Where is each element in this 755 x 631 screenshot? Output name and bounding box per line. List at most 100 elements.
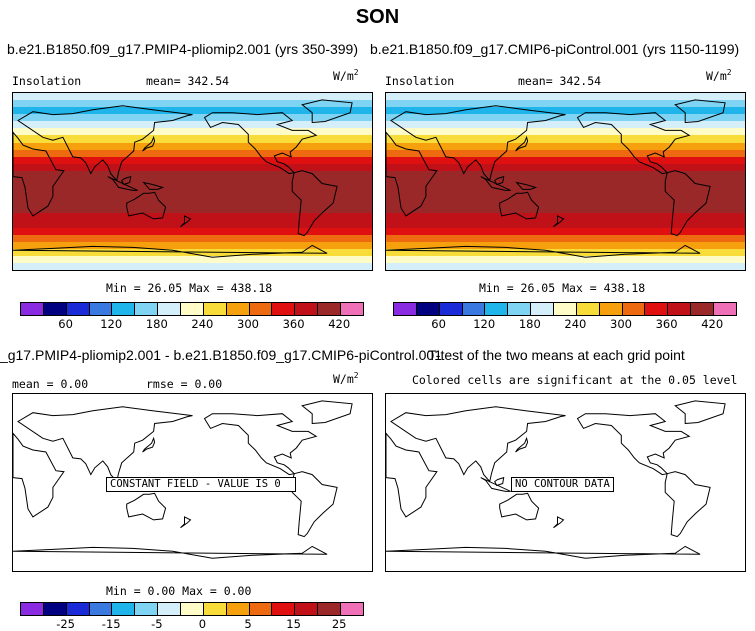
coastline-segment <box>515 436 529 453</box>
coastline-segment <box>121 175 132 186</box>
panel4-map <box>385 393 746 572</box>
colorbar-tick-label: 240 <box>191 317 214 331</box>
coastline-segment <box>203 112 318 175</box>
coastline-segment <box>480 477 511 492</box>
zonal-band <box>386 185 745 194</box>
panel4-title: T-test of the two means at each grid poi… <box>428 347 685 363</box>
colorbar-tick-label: 180 <box>518 317 541 331</box>
colorbar-cell <box>439 303 463 315</box>
colorbar-cell <box>89 603 113 615</box>
colorbar-cell <box>622 303 646 315</box>
zonal-band <box>13 107 372 116</box>
zonal-band <box>13 128 372 137</box>
coastline-segment <box>674 99 726 124</box>
colorbar-cell <box>272 603 296 615</box>
colorbar-cell <box>272 303 296 315</box>
coastline-segment <box>390 406 566 483</box>
colorbar-tick-label: -25 <box>56 617 75 631</box>
colorbar-tick-label: 0 <box>198 617 207 631</box>
coastline-segment <box>553 516 565 529</box>
colorbar-cell <box>135 603 159 615</box>
colorbar-cell <box>135 303 159 315</box>
coastline-segment <box>180 215 192 228</box>
colorbar-cell <box>43 303 67 315</box>
zonal-band <box>13 199 372 208</box>
coastline-segment <box>386 244 701 258</box>
colorbar-tick-label: 15 <box>286 617 301 631</box>
zonal-band <box>13 163 372 172</box>
colorbar-cell <box>89 303 113 315</box>
coastline-segment <box>386 131 438 217</box>
zonal-band <box>386 135 745 144</box>
colorbar-cell <box>66 303 90 315</box>
panel1-colorbar <box>20 302 364 316</box>
colorbar-tick-label: 60 <box>58 317 73 331</box>
zonal-band <box>386 149 745 158</box>
panel1-units: W/m2 <box>333 68 359 83</box>
zonal-band <box>13 206 372 215</box>
colorbar-cell <box>508 303 532 315</box>
coastline <box>13 99 353 258</box>
zonal-band <box>386 255 745 264</box>
zonal-band <box>386 199 745 208</box>
zonal-band <box>386 220 745 229</box>
panel1-title: b.e21.B1850.f09_g17.PMIP4-pliomip2.001 (… <box>7 41 358 57</box>
colorbar-cell <box>318 303 342 315</box>
coastline-segment <box>664 471 711 538</box>
panel2-title: b.e21.B1850.f09_g17.CMIP6-piControl.001 … <box>370 41 740 57</box>
panel3-title: b.e21.B1850.f09_g17.PMIP4-pliomip2.001 -… <box>0 347 442 363</box>
colorbar-tick-label: 25 <box>331 617 347 631</box>
colorbar-cell <box>295 603 319 615</box>
zonal-band <box>13 177 372 187</box>
zonal-band <box>386 192 745 201</box>
colorbar-cell <box>295 303 319 315</box>
zonal-band <box>13 100 372 109</box>
colorbar-cell <box>576 303 600 315</box>
zonal-band <box>386 128 745 137</box>
coastline-segment <box>301 400 353 425</box>
colorbar-cell <box>668 303 692 315</box>
colorbar-cell <box>249 603 273 615</box>
colorbar-cell <box>485 303 509 315</box>
panel2-minmax: Min = 26.05 Max = 438.18 <box>479 281 646 295</box>
colorbar-tick-label: 420 <box>328 317 351 331</box>
colorbar-tick-label: -5 <box>151 617 163 631</box>
zonal-band <box>386 241 745 250</box>
zonal-band <box>13 142 372 151</box>
panel3-constant-field-message: CONSTANT FIELD - VALUE IS 0 <box>106 477 296 492</box>
coastline-segment <box>291 170 338 237</box>
panel1-variable-label: Insolation <box>12 74 82 88</box>
colorbar-tick-label: 300 <box>237 317 259 331</box>
zonal-band <box>386 206 745 215</box>
coastline-segment <box>386 545 701 559</box>
colorbar-cell <box>181 603 204 615</box>
colorbar-tick-label: 120 <box>100 317 123 331</box>
coastline-segment <box>142 181 165 190</box>
coastline-segment <box>674 400 726 425</box>
coastline-segment <box>515 181 538 190</box>
panel2-units: W/m2 <box>706 68 732 83</box>
zonal-band <box>386 248 745 257</box>
colorbar-cell <box>341 303 363 315</box>
coastline-segment <box>494 476 505 487</box>
colorbar-cell <box>226 603 250 615</box>
panel3-units: W/m2 <box>333 371 359 386</box>
colorbar-cell <box>416 303 440 315</box>
colorbar-cell <box>394 303 417 315</box>
colorbar-tick-label: 420 <box>701 317 724 331</box>
zonal-band <box>13 255 372 264</box>
coastline-segment <box>17 406 193 483</box>
colorbar-cell <box>341 603 363 615</box>
coastline <box>386 400 726 559</box>
zonal-band <box>386 114 745 123</box>
panel2-colorbar <box>393 302 737 316</box>
panel4-subtitle: Colored cells are significant at the 0.0… <box>412 373 738 387</box>
coastline-segment <box>664 170 711 237</box>
panel2-variable-label: Insolation <box>385 74 455 88</box>
colorbar-cell <box>554 303 577 315</box>
zonal-band <box>13 192 372 201</box>
zonal-band <box>13 248 372 257</box>
coastline-segment <box>499 191 540 220</box>
zonal-band <box>13 135 372 144</box>
coastline-segment <box>142 135 156 152</box>
